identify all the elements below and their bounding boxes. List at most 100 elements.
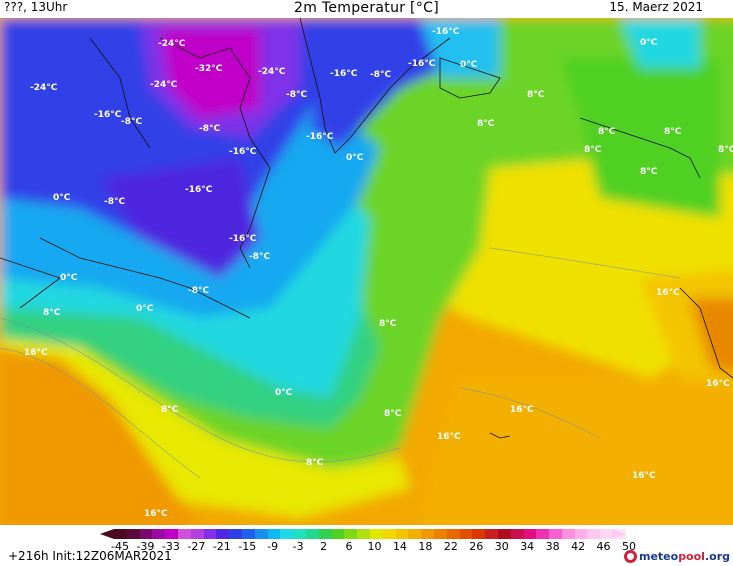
colorbar-tick-label: 38 (545, 540, 560, 553)
isotherm-label: 0°C (53, 193, 71, 203)
colorbar-swatch (126, 529, 140, 539)
colorbar-tick-label: 46 (596, 540, 611, 553)
meteopool-logo-text: meteopool.org (638, 549, 730, 563)
colorbar-swatch (536, 529, 550, 539)
isotherm-label: -8°C (249, 252, 270, 262)
colorbar-swatch (331, 529, 345, 539)
colorbar-swatch (357, 529, 370, 539)
colorbar-tick-label: -39 (136, 540, 155, 553)
colorbar-swatch (421, 529, 434, 539)
colorbar-tick-label: 2 (320, 540, 328, 553)
isotherm-label: 0°C (60, 273, 78, 283)
colorbar-swatch (549, 529, 562, 539)
colorbar-swatch (241, 529, 255, 539)
isotherm-label: -16°C (432, 27, 460, 37)
isotherm-label: 8°C (664, 127, 682, 137)
colorbar-swatch (561, 529, 575, 539)
isotherm-label: 16°C (437, 432, 461, 442)
colorbar-tick-label: 42 (571, 540, 586, 553)
isotherm-label: 16°C (656, 288, 680, 298)
colorbar-tick-label: -3 (292, 540, 304, 553)
isotherm-label: 8°C (598, 127, 616, 137)
colorbar-tick-label: 10 (367, 540, 382, 553)
colorbar-swatch (203, 529, 217, 539)
isotherm-label: -32°C (195, 64, 223, 74)
isotherm-label: -16°C (229, 234, 257, 244)
colorbar-swatch (293, 529, 306, 539)
isotherm-label: 8°C (379, 319, 397, 329)
isotherm-label: 0°C (136, 304, 154, 314)
colorbar-tick-label: -21 (212, 540, 231, 553)
isotherm-label: 8°C (718, 145, 733, 155)
isotherm-label: -8°C (121, 117, 142, 127)
colorbar-swatch (408, 529, 422, 539)
isotherm-label: -16°C (229, 147, 257, 157)
colorbar-swatch (497, 529, 511, 539)
isotherm-label: -8°C (286, 90, 307, 100)
colorbar-ticks: -45 -39 -33 -27 -21 -15 -9 -3 2 6 10 14 18 22 26 30 34 38… (110, 540, 636, 554)
isotherm-label: 0°C (275, 388, 293, 398)
colorbar-swatch (216, 529, 230, 539)
header-bar: ???, 13Uhr 2m Temperatur [°C] 15. Maerz … (0, 0, 733, 18)
colorbar-tick-label: 14 (392, 540, 407, 553)
colorbar-swatch (523, 529, 537, 539)
colorbar-tick-label: -15 (238, 540, 257, 553)
isotherm-label: -16°C (185, 185, 213, 195)
isotherm-label: 16°C (144, 509, 168, 519)
colorbar-tick-label: -45 (111, 540, 129, 553)
coastlines (0, 18, 733, 439)
colorbar-swatch (318, 529, 332, 539)
run-info: +216h Init:12Z06MAR2021 (8, 549, 172, 563)
isotherm-label: -24°C (150, 80, 178, 90)
colorbar-tick-label: 30 (494, 540, 509, 553)
colorbar-swatch (267, 529, 281, 539)
colorbar-swatch (472, 529, 486, 539)
isotherm-label: 16°C (24, 348, 48, 358)
colorbar-swatch (229, 529, 242, 539)
colorbar-tick-label: -9 (267, 540, 279, 553)
isotherm-label: -16°C (330, 69, 358, 79)
colorbar-swatch (485, 529, 498, 539)
isotherm-label: 8°C (161, 405, 179, 415)
colorbar-swatch (600, 529, 614, 539)
forecast-date: 15. Maerz 2021 (609, 0, 703, 14)
isotherm-label: -16°C (306, 132, 334, 142)
colorbar-swatch (587, 529, 601, 539)
colorbar-swatch (152, 529, 166, 539)
forecast-time: ???, 13Uhr (4, 0, 68, 14)
colorbar-swatch (305, 529, 319, 539)
isotherm-label: 8°C (640, 167, 658, 177)
isotherm-label: -8°C (188, 286, 209, 296)
isotherm-label: 8°C (527, 90, 545, 100)
temperature-map[interactable]: -24°C-16°C-32°C -24°C-24°C -24°C-16°C -8°C-… (0, 18, 733, 525)
isotherm-label: 0°C (346, 153, 364, 163)
colorbar-swatch (165, 529, 178, 539)
isotherm-label: -8°C (370, 70, 391, 80)
isotherm-label: 8°C (306, 458, 324, 468)
colorbar-tick-label: 34 (520, 540, 535, 553)
colorbar-swatch (433, 529, 447, 539)
colorbar-swatch (395, 529, 409, 539)
colorbar-tick-label: 18 (418, 540, 433, 553)
colorbar-tick-label: -27 (187, 540, 206, 553)
colorbar-tick-label: 22 (443, 540, 458, 553)
colorbar-swatch (382, 529, 396, 539)
isotherm-label: 16°C (706, 379, 730, 389)
isotherm-label: 0°C (460, 60, 478, 70)
colorbar-swatch (574, 529, 588, 539)
temperature-field (0, 18, 733, 525)
colorbar-tick-label: 6 (345, 540, 353, 553)
isotherm-label: 8°C (477, 119, 495, 129)
colorbar-swatch (254, 529, 268, 539)
meteopool-logo[interactable]: meteopool.org (623, 548, 730, 564)
isotherm-label: -16°C (408, 59, 436, 69)
colorbar-swatch (446, 529, 460, 539)
isotherm-label: -8°C (199, 124, 220, 134)
colorbar-max-arrow (612, 529, 626, 539)
isotherms (0, 247, 681, 479)
isotherm-label: -24°C (158, 39, 186, 49)
colorbar-swatch (344, 529, 358, 539)
colorbar-swatch (459, 529, 473, 539)
isotherm-label: 16°C (510, 405, 534, 415)
colorbar-swatch (369, 529, 383, 539)
